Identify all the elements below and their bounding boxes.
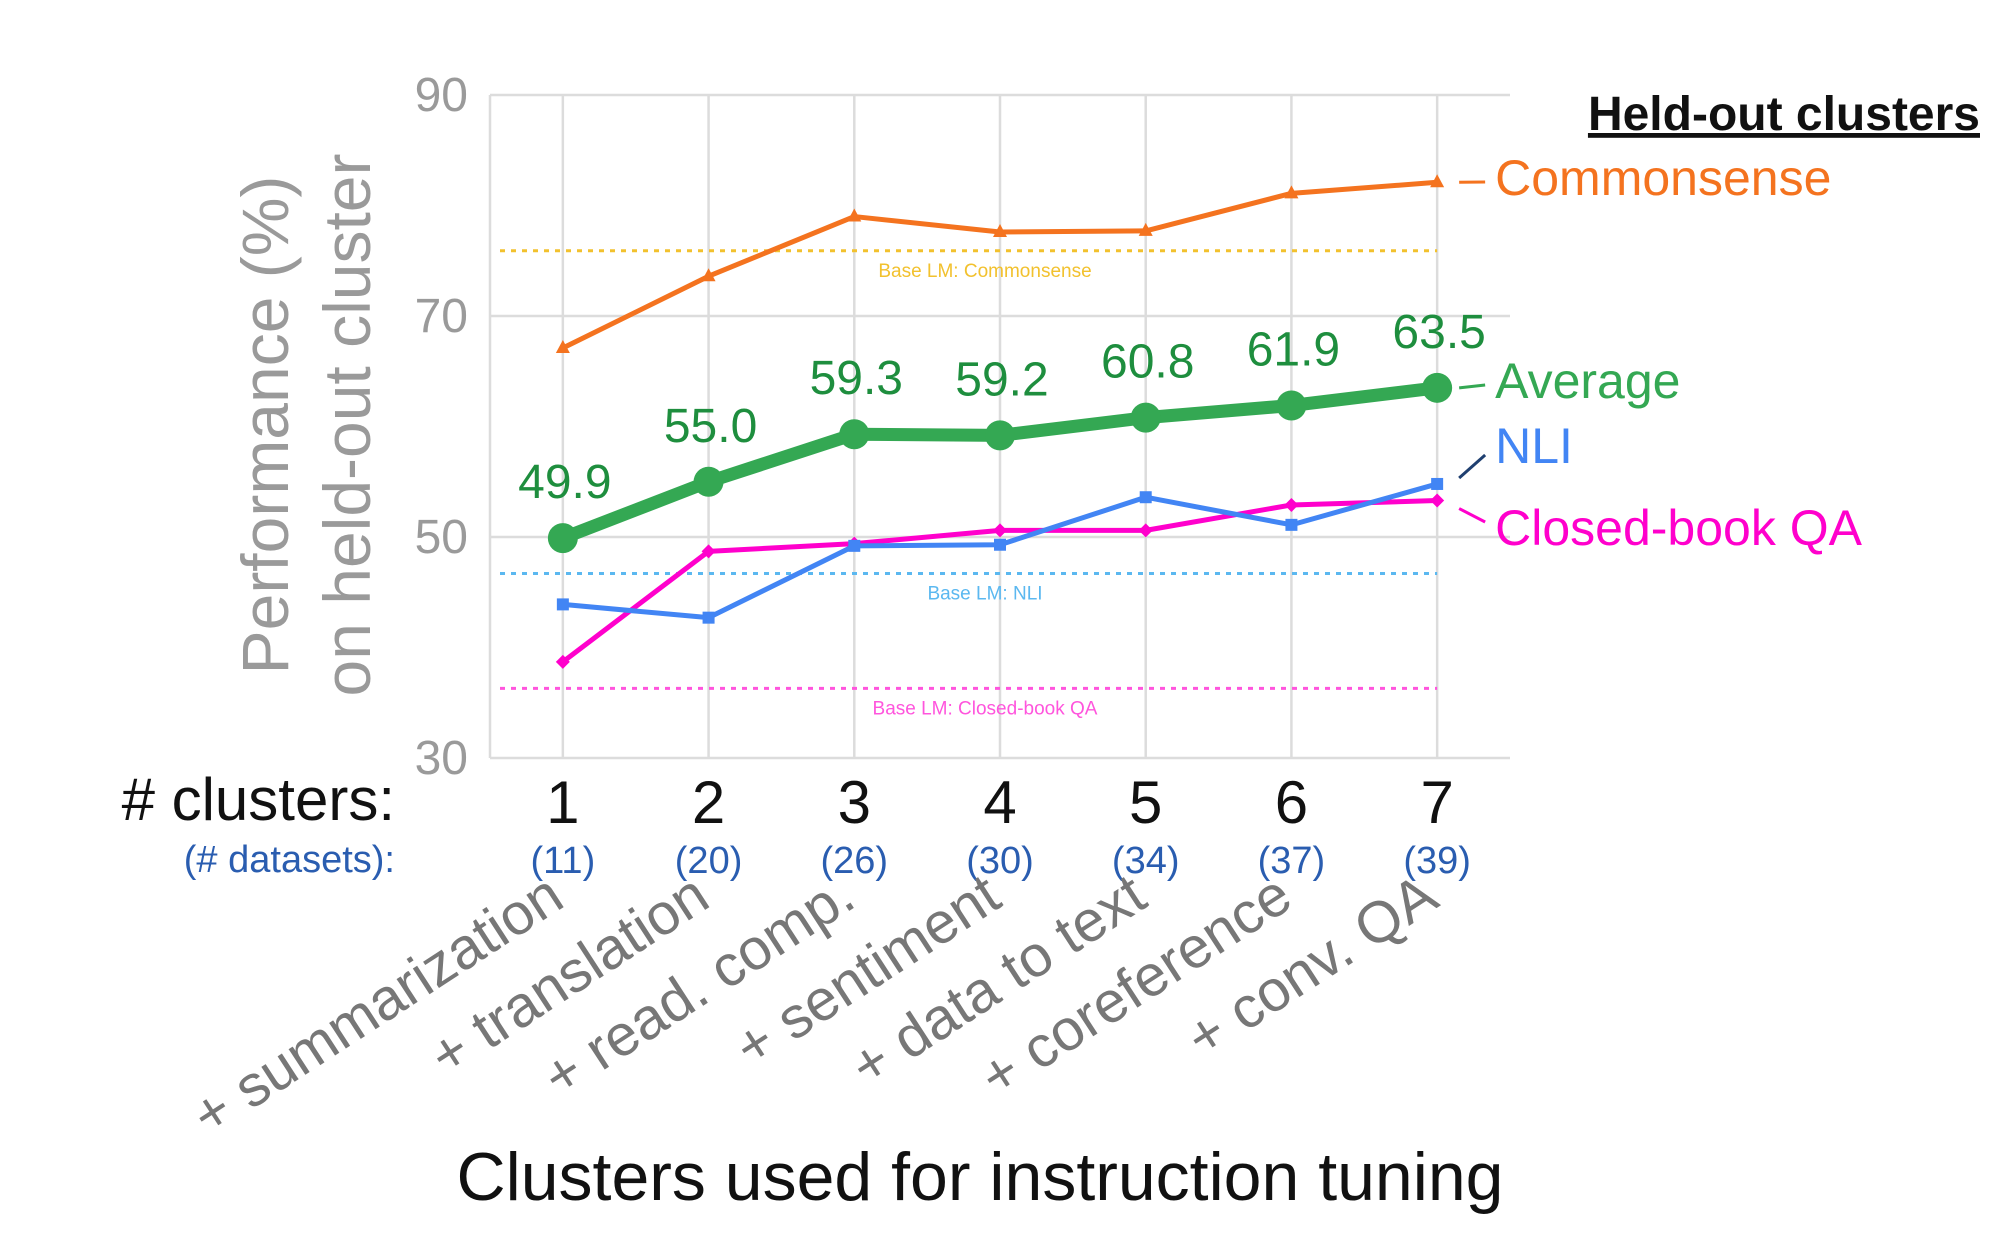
data-label: 49.9	[518, 456, 611, 509]
data-point	[1422, 372, 1453, 403]
x-tick-label: 3	[838, 769, 871, 836]
x-tick-label: 6	[1275, 769, 1308, 836]
series	[547, 174, 1453, 669]
data-point	[555, 340, 570, 354]
y-axis-label-line1: Performance (%)	[228, 176, 302, 675]
data-point	[848, 539, 861, 552]
data-point	[1430, 174, 1445, 188]
data-point	[1276, 390, 1307, 421]
data-point	[1138, 222, 1153, 236]
x-tick-label: 7	[1420, 769, 1453, 836]
dataset-count-label: (26)	[820, 840, 888, 882]
data-point	[556, 598, 569, 611]
y-tick-label: 50	[415, 511, 468, 564]
data-point	[1285, 518, 1298, 531]
y-axis-label-line2: on held-out cluster	[310, 154, 384, 697]
data-point	[1130, 402, 1161, 433]
data-label: 59.3	[810, 352, 903, 405]
data-point	[847, 208, 862, 222]
legend-connector	[1458, 507, 1486, 524]
dataset-count-label: (30)	[966, 840, 1034, 882]
legend-entry: NLI	[1495, 418, 1573, 474]
data-label: 55.0	[664, 400, 757, 453]
series-average	[547, 372, 1453, 554]
x-tick-label: 4	[983, 769, 1016, 836]
series-nli	[556, 477, 1444, 624]
baselines: Base LM: Commonsense Base LM: NLI Base LM:…	[500, 249, 1438, 719]
data-label: 59.2	[955, 353, 1048, 406]
x-tick-label: 1	[546, 769, 579, 836]
y-tick-label: 90	[415, 69, 468, 122]
baseline-label: Base LM: Commonsense	[878, 261, 1091, 282]
x-tick-label: 2	[692, 769, 725, 836]
legend: Held-out clusters Commonsense Average NLI C…	[1458, 88, 1980, 556]
datasets-row-label: (# datasets):	[184, 839, 395, 881]
data-point	[1284, 497, 1299, 512]
legend-entry: Closed-book QA	[1495, 500, 1862, 556]
dataset-count-label: (20)	[675, 840, 743, 882]
data-point	[994, 538, 1006, 551]
dataset-count-label: (34)	[1112, 840, 1180, 882]
y-tick-label: 70	[415, 290, 468, 343]
x-tick-label: 5	[1129, 769, 1162, 836]
axes: Performance (%) on held-out cluster # cl…	[122, 69, 1504, 1215]
legend-entry: Commonsense	[1495, 150, 1831, 206]
data-point	[985, 420, 1015, 451]
data-point	[555, 654, 570, 669]
data-labels: 49.9 55.0 59.3 59.2 60.8 61.9 63.5	[518, 306, 1486, 509]
data-label: 61.9	[1247, 324, 1340, 377]
legend-title: Held-out clusters	[1588, 88, 1980, 141]
data-label: 60.8	[1101, 336, 1194, 389]
clusters-row-label: # clusters:	[122, 766, 395, 833]
baseline-label: Base LM: NLI	[927, 583, 1042, 604]
dataset-count-label: (11)	[530, 840, 595, 882]
data-point	[547, 523, 578, 554]
data-point	[1139, 491, 1152, 504]
data-point	[1430, 493, 1445, 508]
dataset-count-label: (39)	[1403, 840, 1471, 882]
grid	[488, 93, 1510, 760]
x-axis-label: Clusters used for instruction tuning	[457, 1139, 1504, 1215]
data-point	[693, 466, 724, 497]
series-commonsense	[555, 174, 1445, 354]
data-point	[701, 268, 716, 282]
data-point	[702, 611, 715, 624]
data-point	[1138, 523, 1153, 538]
legend-entry: Average	[1495, 353, 1680, 409]
data-point	[993, 224, 1007, 238]
data-point	[701, 544, 716, 559]
data-point	[993, 523, 1007, 538]
data-label: 63.5	[1392, 306, 1485, 359]
legend-connector	[1458, 383, 1486, 390]
baseline-label: Base LM: Closed-book QA	[873, 698, 1098, 719]
data-point	[1431, 477, 1444, 490]
legend-connector	[1458, 453, 1487, 480]
data-point	[1284, 185, 1299, 199]
data-point	[839, 419, 870, 450]
dataset-count-label: (37)	[1258, 840, 1326, 882]
y-tick-label: 30	[415, 732, 468, 785]
